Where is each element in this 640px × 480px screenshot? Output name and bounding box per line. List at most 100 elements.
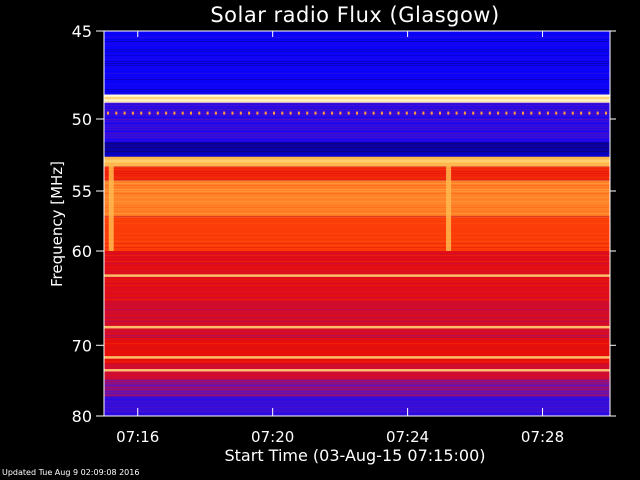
texture-stripe: [104, 231, 610, 232]
texture-stripe: [104, 235, 610, 236]
texture-stripe: [104, 69, 610, 70]
y-axis: 45 50 55 60 70 80: [72, 22, 616, 426]
texture-stripe: [104, 323, 610, 324]
texture-stripe: [104, 251, 610, 252]
texture-stripe: [104, 273, 610, 274]
texture-stripe: [104, 247, 610, 248]
hot-line: [104, 274, 610, 277]
dotted-marker: [264, 111, 267, 115]
texture-stripe: [104, 333, 610, 334]
dotted-marker: [405, 111, 408, 115]
texture-stripe: [104, 363, 610, 364]
dotted-marker: [281, 111, 284, 115]
dotted-marker: [107, 111, 109, 115]
dotted-marker: [156, 111, 159, 115]
texture-stripe: [104, 249, 610, 250]
dotted-marker: [214, 111, 217, 115]
texture-stripe: [104, 45, 610, 46]
texture-stripe: [104, 85, 610, 86]
dotted-marker: [538, 111, 541, 115]
dotted-marker: [364, 111, 367, 115]
hot-line: [104, 325, 610, 329]
texture-stripe: [104, 335, 610, 336]
dotted-marker: [605, 111, 607, 115]
texture-stripe: [104, 317, 610, 318]
texture-stripe: [104, 51, 610, 52]
dotted-marker: [115, 111, 118, 115]
x-tick-label: 07:16: [116, 428, 159, 446]
texture-stripe: [104, 269, 610, 270]
texture-stripe: [104, 401, 610, 402]
texture-stripe: [104, 361, 610, 362]
texture-stripe: [104, 339, 610, 340]
dotted-marker: [555, 111, 558, 115]
texture-stripe: [104, 53, 610, 54]
texture-stripe: [104, 189, 610, 190]
dotted-marker: [148, 111, 151, 115]
texture-stripe: [104, 223, 610, 224]
texture-stripe: [104, 255, 610, 256]
texture-stripe: [104, 393, 610, 394]
texture-stripe: [104, 321, 610, 322]
texture-stripe: [104, 135, 610, 136]
texture-stripe: [104, 281, 610, 282]
dotted-marker: [347, 111, 350, 115]
texture-stripe: [104, 93, 610, 94]
texture-stripe: [104, 285, 610, 286]
texture-stripe: [104, 351, 610, 352]
texture-stripe: [104, 413, 610, 414]
texture-stripe: [104, 151, 610, 152]
texture-stripe: [104, 279, 610, 280]
dotted-marker: [455, 111, 458, 115]
texture-stripe: [104, 381, 610, 382]
texture-stripe: [104, 91, 610, 92]
dotted-marker: [181, 111, 184, 115]
texture-stripe: [104, 407, 610, 408]
dotted-marker: [430, 111, 433, 115]
texture-stripe: [104, 183, 610, 184]
dotted-marker: [447, 111, 450, 115]
texture-stripe: [104, 87, 610, 88]
texture-stripe: [104, 391, 610, 392]
texture-stripe: [104, 169, 610, 170]
texture-stripe: [104, 237, 610, 238]
texture-stripe: [104, 111, 610, 112]
texture-stripe: [104, 383, 610, 384]
texture-stripe: [104, 129, 610, 130]
y-tick-label: 45: [72, 22, 92, 41]
texture-stripe: [104, 41, 610, 42]
texture-stripe: [104, 73, 610, 74]
burst: [446, 163, 452, 251]
dotted-marker: [173, 111, 176, 115]
texture-stripe: [104, 103, 610, 104]
dotted-marker: [356, 111, 358, 115]
texture-stripe: [104, 109, 610, 110]
dotted-marker: [231, 111, 234, 115]
texture-stripe: [104, 127, 610, 128]
dotted-marker: [380, 111, 383, 115]
texture-stripe: [104, 301, 610, 302]
texture-stripe: [104, 205, 610, 206]
texture-stripe: [104, 143, 610, 144]
texture-stripe: [104, 245, 610, 246]
texture-stripe: [104, 201, 610, 202]
y-axis-label: Frequency [MHz]: [48, 161, 66, 287]
texture-stripe: [104, 385, 610, 386]
texture-stripe: [104, 355, 610, 356]
texture-stripe: [104, 33, 610, 34]
texture-stripe: [104, 243, 610, 244]
texture-stripe: [104, 167, 610, 168]
x-axis: 07:16 07:20 07:24 07:28: [116, 31, 564, 446]
texture-stripe: [104, 207, 610, 208]
texture-stripe: [104, 191, 610, 192]
texture-stripe: [104, 257, 610, 258]
texture-stripe: [104, 43, 610, 44]
y-tick-label: 80: [72, 407, 92, 426]
texture-stripe: [104, 337, 610, 338]
texture-stripe: [104, 277, 610, 278]
texture-stripe: [104, 99, 610, 100]
texture-stripe: [104, 39, 610, 40]
texture-stripe: [104, 221, 610, 222]
dotted-marker: [306, 111, 309, 115]
dotted-marker: [480, 111, 483, 115]
